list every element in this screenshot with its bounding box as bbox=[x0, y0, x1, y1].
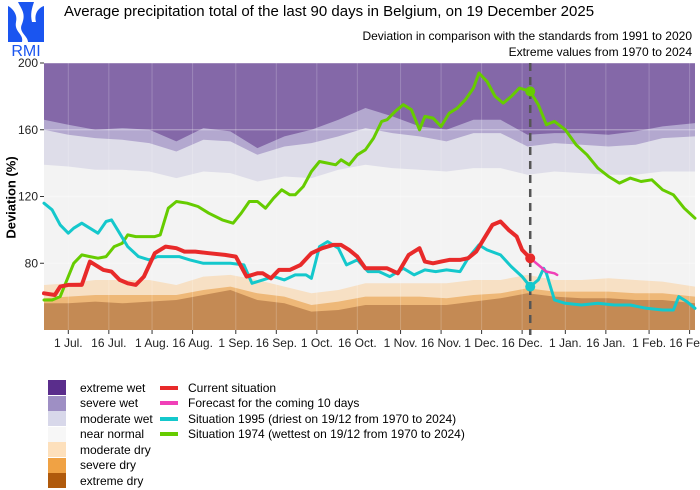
legend-item-moderate-wet: moderate wet bbox=[48, 411, 153, 427]
legend-label: severe wet bbox=[80, 396, 139, 411]
legend-series: Current situation Forecast for the comin… bbox=[160, 380, 465, 442]
y-tick-label: 160 bbox=[18, 123, 38, 137]
series-1974-today-dot bbox=[525, 86, 536, 97]
series-current-line bbox=[42, 219, 533, 297]
logo-wave-2 bbox=[31, 2, 44, 22]
x-tick-label: 16 Oct. bbox=[338, 336, 377, 350]
y-tick-label: 200 bbox=[18, 56, 38, 70]
legend-item-severe-dry: severe dry bbox=[48, 457, 153, 474]
legend-item-current: Current situation bbox=[160, 380, 465, 396]
bands-layer bbox=[44, 63, 695, 331]
legend-swatch bbox=[48, 380, 66, 396]
x-tick-label: 16 Aug. bbox=[172, 336, 213, 350]
legend-line-swatch bbox=[160, 416, 178, 421]
legend-categories: extreme wet severe wet moderate wet near… bbox=[48, 380, 153, 489]
subtitle-extremes: Extreme values from 1970 to 2024 bbox=[508, 45, 692, 59]
y-tick-label: 80 bbox=[25, 256, 39, 270]
legend-label: moderate dry bbox=[80, 442, 151, 457]
band-extreme-dry bbox=[44, 289, 695, 330]
y-tick-label: 120 bbox=[18, 190, 38, 204]
legend-line-swatch bbox=[160, 385, 178, 390]
legend-swatch bbox=[48, 411, 66, 427]
legend-item-1974: Situation 1974 (wettest on 19/12 from 19… bbox=[160, 427, 465, 443]
legend-swatch bbox=[48, 395, 66, 411]
legend-label: near normal bbox=[80, 427, 145, 442]
legend-item-near-normal: near normal bbox=[48, 426, 153, 443]
rmi-logo: RMI bbox=[8, 2, 44, 58]
x-tick-label: 16 Jan. bbox=[586, 336, 625, 350]
series-forecast-line bbox=[528, 256, 559, 277]
logo-wave bbox=[8, 2, 28, 42]
x-tick-label: 16 Jul. bbox=[91, 336, 126, 350]
chart-title: Average precipitation total of the last … bbox=[64, 3, 595, 20]
legend-label: moderate wet bbox=[80, 411, 153, 426]
legend-line-swatch bbox=[160, 432, 178, 437]
legend-item-extreme-wet: extreme wet bbox=[48, 380, 153, 396]
legend-label: Current situation bbox=[188, 380, 277, 395]
x-tick-label: 1 Jul. bbox=[54, 336, 83, 350]
legend-label: extreme wet bbox=[80, 380, 146, 395]
series-1995-line bbox=[42, 201, 697, 312]
legend-label: Situation 1974 (wettest on 19/12 from 19… bbox=[188, 427, 465, 442]
x-tick-label: 16 Feb. bbox=[669, 336, 700, 350]
x-tick-label: 16 Dec. bbox=[501, 336, 542, 350]
legend-label: severe dry bbox=[80, 458, 137, 473]
legend-item-1995: Situation 1995 (driest on 19/12 from 197… bbox=[160, 411, 465, 427]
x-tick-label: 1 Aug. bbox=[135, 336, 169, 350]
axis-layer: 80 120 160 200 1 Jul. 16 Jul. 1 Aug. 16 Aug. 1 S… bbox=[18, 56, 700, 350]
lines-layer bbox=[42, 63, 697, 335]
legend-swatch bbox=[48, 426, 66, 442]
subtitle-standards: Deviation in comparison with the standar… bbox=[362, 29, 692, 43]
precipitation-chart: 80 120 160 200 1 Jul. 16 Jul. 1 Aug. 16 Aug. 1 S… bbox=[18, 56, 700, 350]
series-1995-today-dot bbox=[525, 281, 536, 292]
x-tick-label: 1 Feb. bbox=[632, 336, 666, 350]
x-tick-label: 1 Jan. bbox=[549, 336, 582, 350]
legend-item-forecast: Forecast for the coming 10 days bbox=[160, 396, 465, 412]
x-tick-label: 1 Oct. bbox=[301, 336, 333, 350]
legend-swatch bbox=[48, 473, 66, 489]
x-tick-label: 1 Nov. bbox=[384, 336, 418, 350]
x-tick-label: 1 Dec. bbox=[464, 336, 499, 350]
legend-item-severe-wet: severe wet bbox=[48, 395, 153, 412]
legend-item-extreme-dry: extreme dry bbox=[48, 473, 153, 489]
legend-label: extreme dry bbox=[80, 473, 144, 488]
x-tick-label: 16 Sep. bbox=[256, 336, 297, 350]
legend-swatch bbox=[48, 442, 66, 458]
current-today-dot bbox=[525, 253, 536, 264]
logo-text: RMI bbox=[11, 43, 40, 58]
legend-line-swatch bbox=[160, 401, 178, 406]
legend-label: Forecast for the coming 10 days bbox=[188, 396, 360, 411]
x-tick-label: 16 Nov. bbox=[421, 336, 461, 350]
x-tick-label: 1 Sep. bbox=[218, 336, 253, 350]
legend-label: Situation 1995 (driest on 19/12 from 197… bbox=[188, 411, 457, 426]
series-1974-line bbox=[42, 71, 697, 302]
legend-swatch bbox=[48, 457, 66, 473]
legend-item-moderate-dry: moderate dry bbox=[48, 442, 153, 458]
